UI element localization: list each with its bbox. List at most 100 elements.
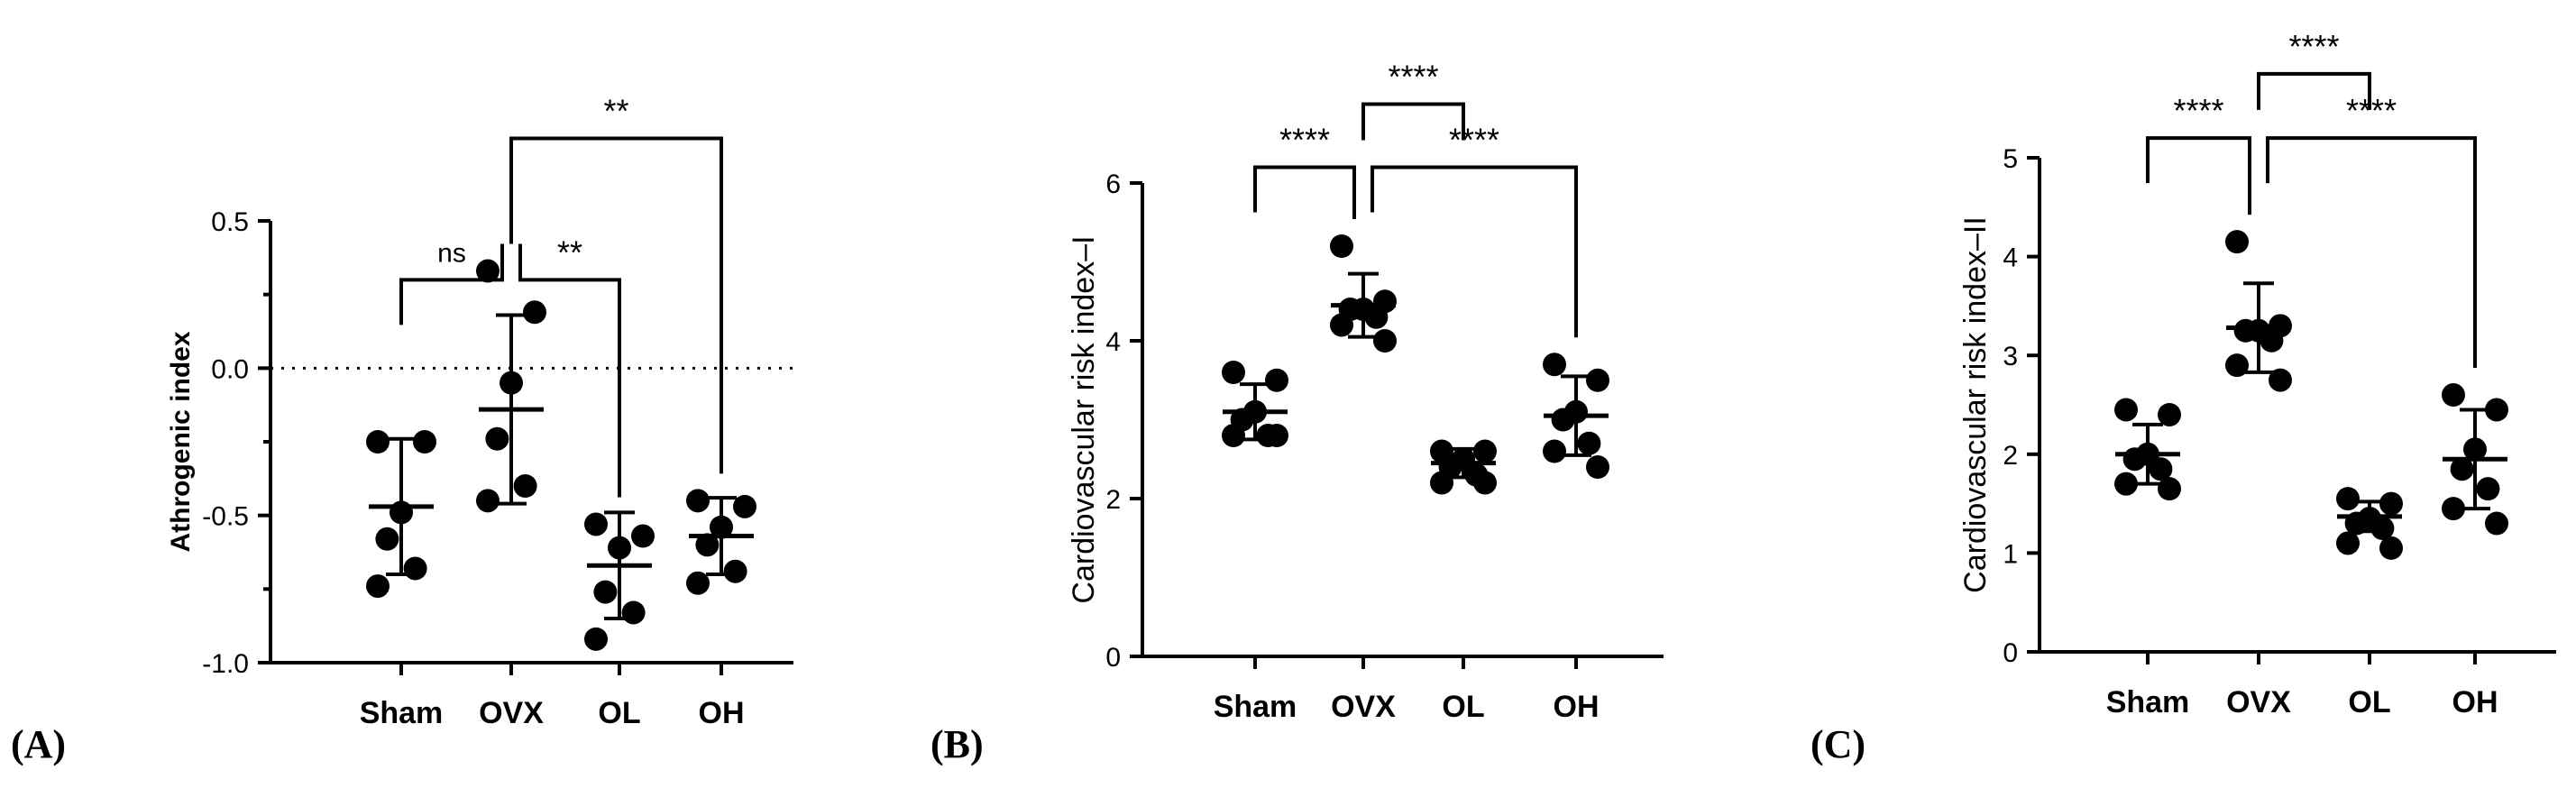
data-point — [2269, 368, 2292, 392]
data-point — [733, 494, 756, 518]
significance-label: ns — [437, 238, 466, 268]
y-axis-label: Cardiovascular risk index–II — [1958, 216, 1993, 593]
data-point — [2485, 511, 2508, 536]
panel-b: 0 2 4 6 Sham OVX OL OH Cardiovascular risk index… — [930, 59, 1664, 766]
data-point — [1373, 329, 1397, 353]
category-label: Sham — [1214, 690, 1297, 724]
data-point — [2122, 447, 2147, 472]
category-label: Sham — [2106, 685, 2190, 719]
significance-bracket — [2146, 136, 2251, 215]
y-tick-label: 0.0 — [211, 354, 249, 384]
data-point — [1586, 455, 1609, 479]
data-point — [723, 559, 747, 583]
data-point — [584, 627, 608, 651]
y-tick-label: 2 — [1105, 485, 1121, 515]
data-point — [1265, 424, 1288, 447]
data-point — [1551, 408, 1575, 432]
data-point — [584, 512, 608, 536]
data-point — [2260, 328, 2284, 353]
data-point — [1330, 234, 1353, 258]
data-point — [1577, 431, 1601, 455]
data-point — [593, 580, 618, 604]
data-point — [1430, 471, 1453, 495]
y-tick-label: 2 — [2003, 441, 2018, 471]
data-point — [2379, 491, 2403, 516]
data-point — [403, 556, 427, 581]
data-point — [2336, 487, 2360, 511]
data-point — [366, 430, 390, 454]
data-point — [1265, 368, 1288, 392]
y-tick-label: 0 — [1105, 643, 1121, 673]
significance-label: **** — [1388, 59, 1438, 96]
data-point — [1473, 471, 1497, 495]
data-point — [695, 533, 720, 557]
significance-label: ** — [603, 93, 628, 130]
category-label: OH — [1554, 690, 1600, 724]
data-point — [2370, 517, 2395, 540]
y-tick-label: 1 — [2003, 539, 2018, 569]
y-tick-label: 0 — [2003, 638, 2018, 668]
data-point — [366, 574, 390, 599]
y-axis-label: Athrogenic index — [166, 331, 196, 552]
data-point — [2450, 457, 2474, 481]
significance-bracket — [1371, 165, 1578, 338]
significance-label: ** — [557, 234, 582, 270]
data-point — [485, 426, 509, 451]
data-point — [2158, 477, 2181, 501]
significance-bracket — [1361, 102, 1465, 141]
data-point — [686, 571, 710, 595]
category-label: Sham — [360, 696, 444, 730]
data-point — [631, 524, 655, 548]
y-tick-label: 6 — [1105, 170, 1121, 199]
category-label: OH — [2452, 685, 2498, 719]
data-point — [523, 300, 546, 325]
data-point — [2149, 457, 2173, 481]
data-point — [1364, 305, 1389, 329]
significance-bracket — [1253, 165, 1356, 219]
data-point — [1222, 424, 1245, 447]
data-point — [413, 430, 436, 454]
significance-bracket — [399, 243, 504, 325]
data-point — [2485, 398, 2508, 422]
significance-label: **** — [2173, 92, 2223, 129]
data-point — [375, 527, 399, 551]
data-point — [2379, 536, 2403, 560]
data-point — [2233, 318, 2258, 343]
y-tick-label: 3 — [2003, 342, 2018, 371]
data-point — [1473, 439, 1497, 463]
significance-bracket — [2257, 71, 2371, 110]
data-point — [2158, 402, 2181, 426]
category-label: OL — [598, 696, 640, 730]
significance-bracket — [509, 136, 723, 474]
panel-a: -1.0 -0.5 0.0 0.5 Sham OVX OL OH Athrogenic inde… — [11, 93, 793, 766]
y-axis-label: Cardiovascular risk index–I — [1067, 235, 1101, 603]
data-point — [1543, 439, 1566, 463]
y-tick-label: 0.5 — [211, 207, 249, 237]
y-tick-label: 4 — [1105, 327, 1121, 357]
category-label: OL — [1442, 690, 1484, 724]
data-point — [1543, 353, 1566, 377]
category-label: OVX — [1331, 690, 1396, 724]
data-point — [476, 489, 500, 513]
data-point — [2114, 398, 2138, 422]
panel-c: 0 1 2 3 4 5 Sham OVX OL OH Cardiovascular risk ind… — [1811, 28, 2556, 766]
category-label: OH — [699, 696, 745, 730]
significance-bracket — [2266, 136, 2477, 369]
category-label: OVX — [2226, 685, 2291, 719]
category-label: OVX — [479, 696, 544, 730]
significance-label: **** — [1449, 122, 1499, 159]
y-tick-label: 4 — [2003, 243, 2018, 273]
data-point — [2225, 230, 2249, 254]
y-tick-label: -0.5 — [202, 502, 249, 532]
data-point — [2442, 383, 2465, 408]
data-point — [2336, 531, 2360, 555]
panel-label: (B) — [930, 722, 984, 766]
significance-label: **** — [1279, 122, 1330, 159]
data-point — [621, 600, 646, 625]
data-point — [2476, 477, 2500, 501]
y-tick-label: 5 — [2003, 144, 2018, 174]
data-point — [2442, 497, 2465, 521]
data-point — [1586, 368, 1609, 392]
data-point — [1222, 361, 1245, 384]
